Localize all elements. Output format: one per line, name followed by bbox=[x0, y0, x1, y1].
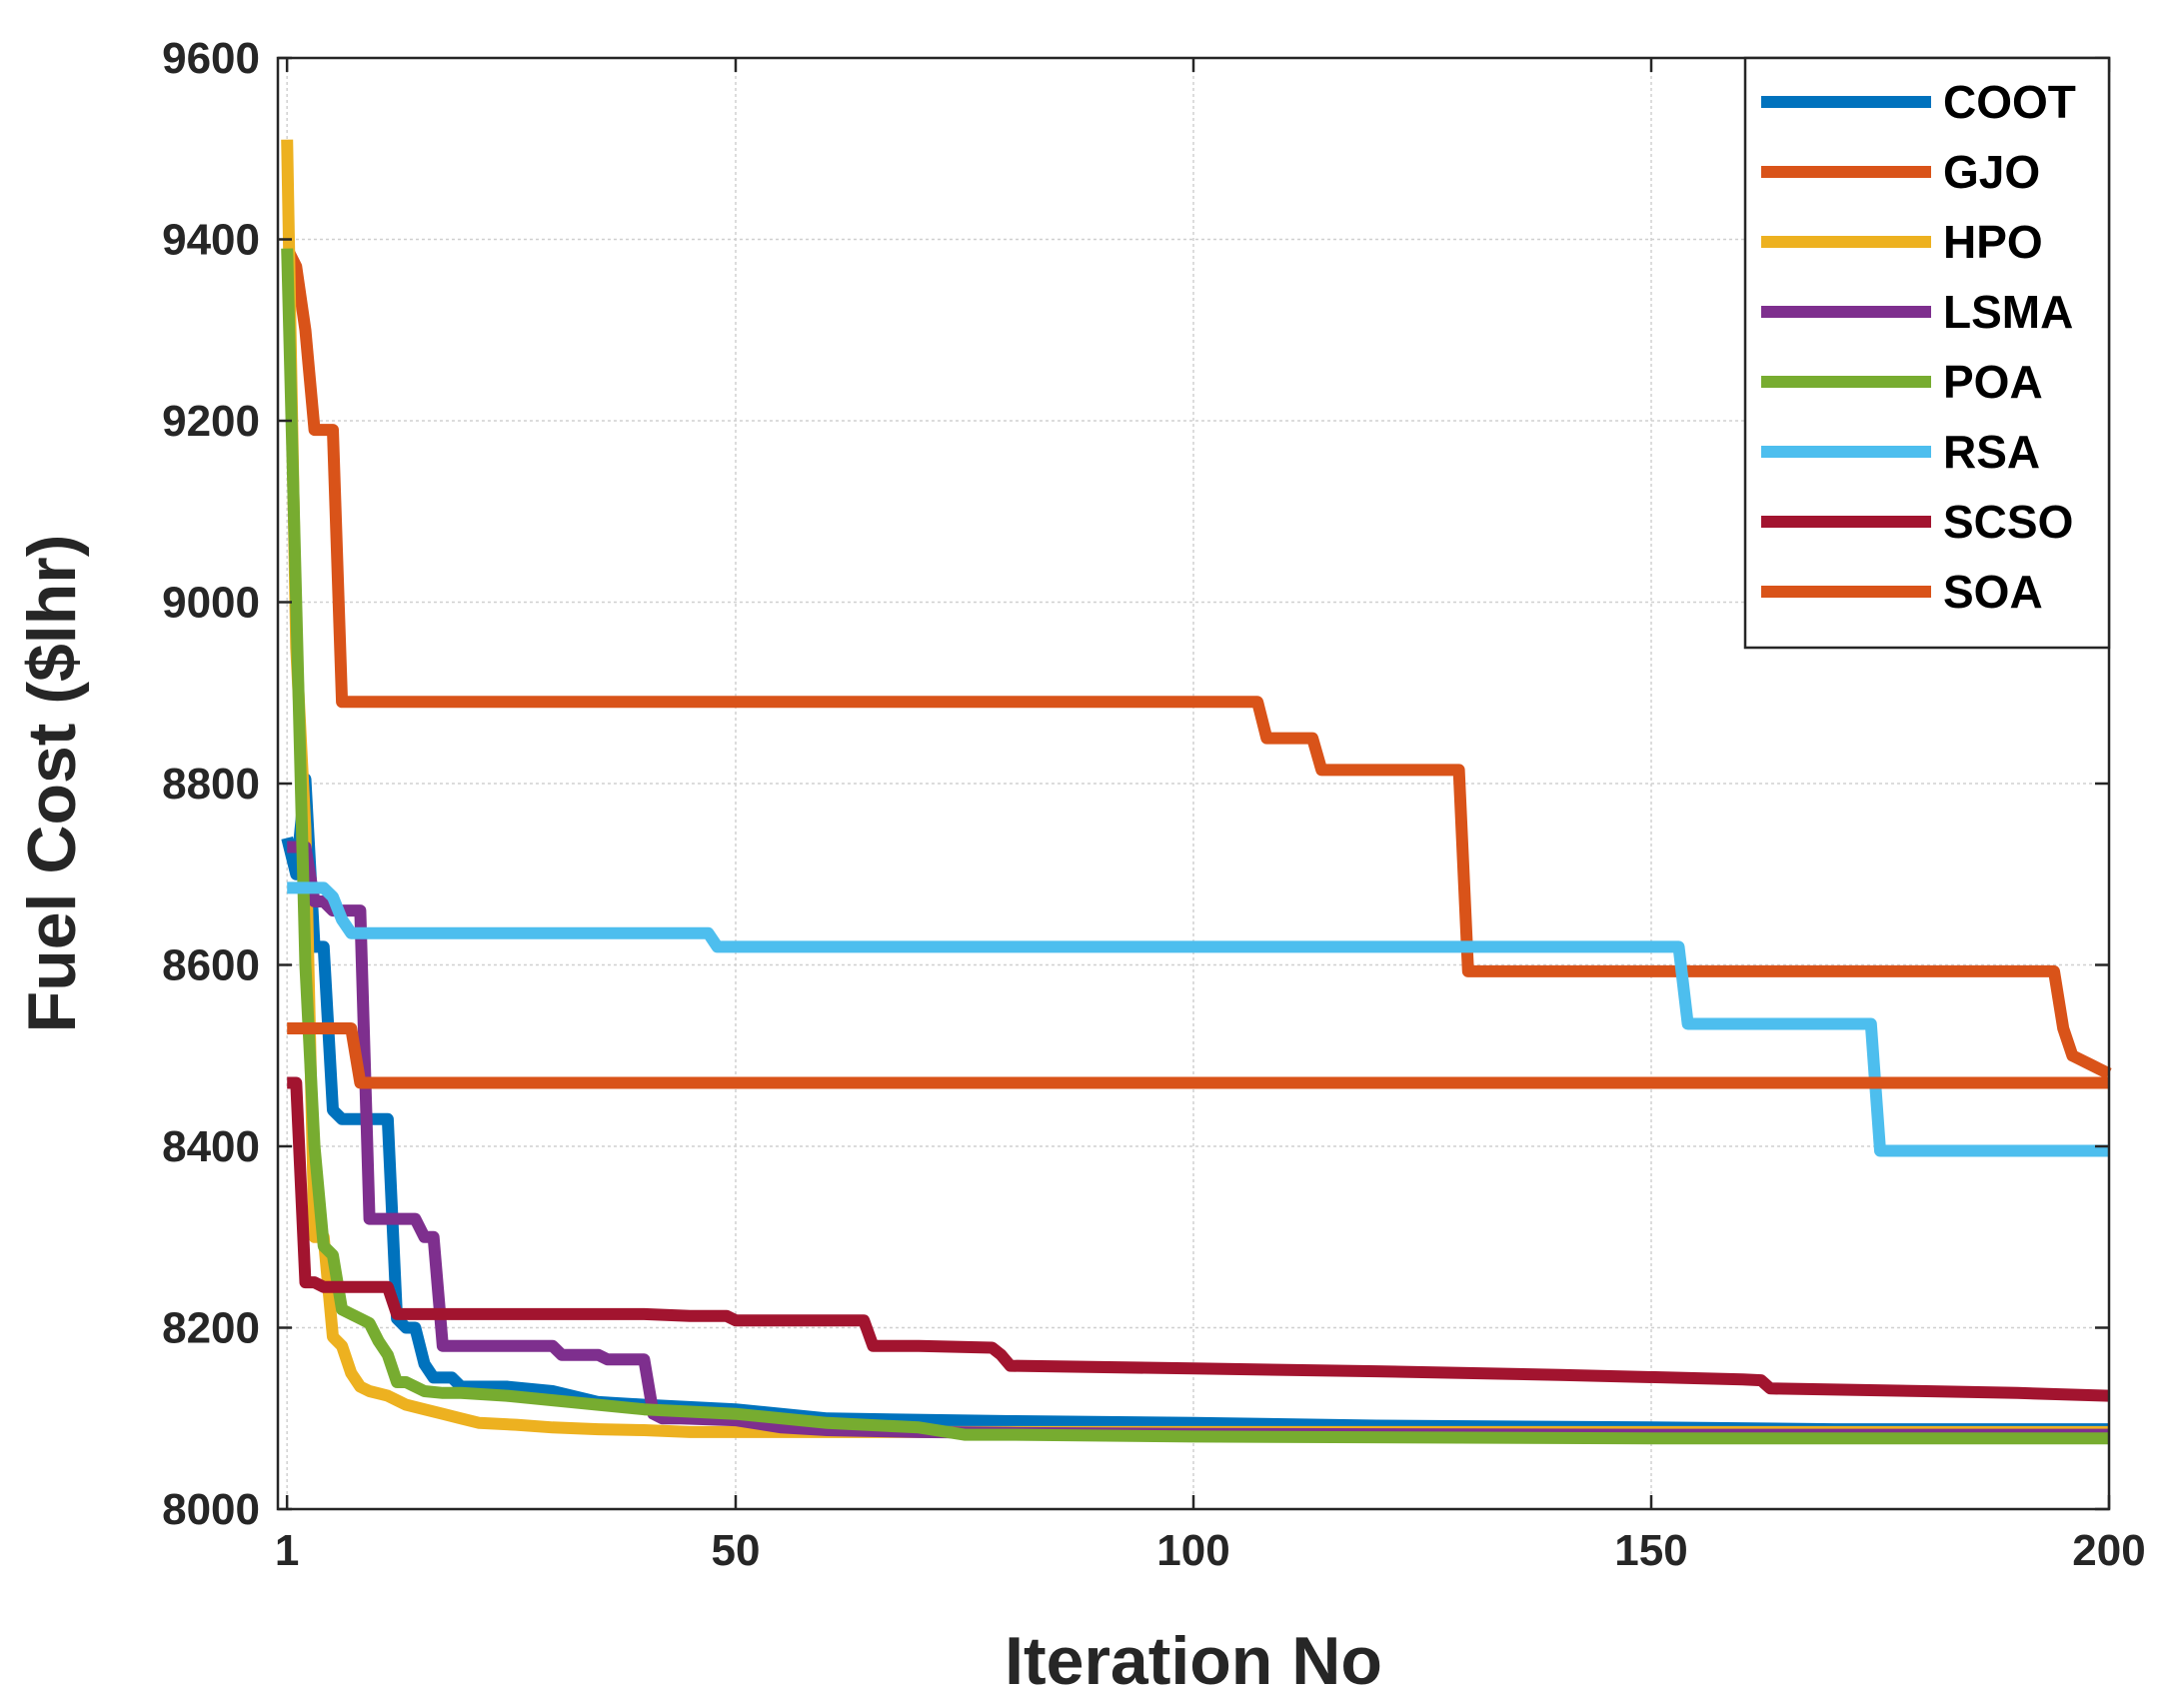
series-lines bbox=[281, 139, 2112, 1445]
series-line-lsma bbox=[287, 841, 2109, 1441]
legend: COOT GJO HPO LSMA POA RSA SCSO SOA bbox=[1743, 56, 2111, 650]
x-tick-label: 200 bbox=[2072, 1526, 2145, 1575]
legend-box bbox=[1743, 56, 2111, 650]
legend-label-hpo: HPO bbox=[1943, 216, 2043, 268]
x-tick-label: 150 bbox=[1614, 1526, 1687, 1575]
legend-label-soa: SOA bbox=[1943, 566, 2043, 618]
series-line-rsa bbox=[287, 881, 2109, 1157]
series-line-poa bbox=[281, 248, 2109, 1445]
series-line-gjo bbox=[281, 245, 2112, 1079]
y-tick-label: 8600 bbox=[162, 941, 260, 990]
legend-label-coot: COOT bbox=[1943, 76, 2076, 128]
series-line-scso bbox=[287, 1076, 2110, 1402]
series-line-soa bbox=[287, 1022, 2109, 1089]
axis-ticks: 1 50 100 150 2008000820084008600880090009200… bbox=[162, 34, 2146, 1575]
y-tick-label: 9400 bbox=[162, 216, 260, 265]
y-tick-label: 9600 bbox=[162, 34, 260, 83]
y-tick-label: 8200 bbox=[162, 1304, 260, 1353]
legend-label-scso: SCSO bbox=[1943, 496, 2073, 548]
legend-label-rsa: RSA bbox=[1943, 426, 2040, 478]
legend-label-gjo: GJO bbox=[1943, 146, 2040, 198]
y-axis-title: Fuel Cost ($lhr) bbox=[14, 535, 90, 1033]
y-tick-label: 9000 bbox=[162, 579, 260, 628]
legend-label-lsma: LSMA bbox=[1943, 286, 2073, 338]
series-line-coot bbox=[281, 773, 2109, 1436]
x-tick-label: 1 bbox=[275, 1526, 299, 1575]
y-tick-label: 8800 bbox=[162, 760, 260, 809]
y-tick-label: 9200 bbox=[162, 397, 260, 446]
x-tick-label: 50 bbox=[712, 1526, 761, 1575]
legend-label-poa: POA bbox=[1943, 356, 2043, 408]
x-axis-title: Iteration No bbox=[1005, 1623, 1382, 1699]
y-tick-label: 8400 bbox=[162, 1122, 260, 1171]
y-tick-label: 8000 bbox=[162, 1485, 260, 1534]
x-tick-label: 100 bbox=[1156, 1526, 1229, 1575]
